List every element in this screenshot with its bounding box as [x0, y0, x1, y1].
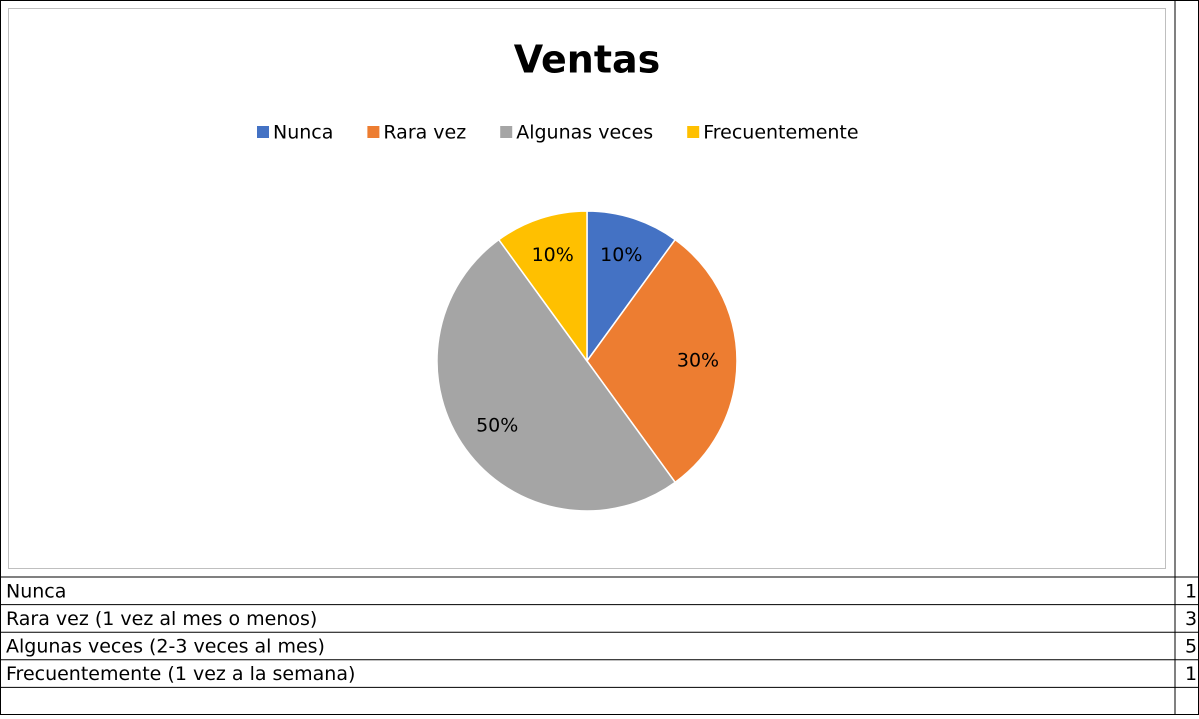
legend-label: Nunca — [273, 122, 333, 144]
row-value: 3 — [1185, 608, 1197, 630]
row-value: 1 — [1185, 580, 1197, 602]
row-label: Nunca — [6, 580, 66, 602]
data-label: 50% — [476, 415, 518, 437]
pie-slice — [436, 238, 677, 512]
row-label: Frecuentemente (1 vez a la semana) — [6, 663, 355, 685]
chart-title: Ventas — [514, 38, 661, 82]
pie-slice — [497, 210, 588, 364]
legend-swatch — [687, 126, 700, 138]
data-label: 10% — [600, 244, 642, 266]
data-label: 10% — [532, 244, 574, 266]
legend-swatch — [500, 126, 513, 138]
row-value: 5 — [1185, 636, 1197, 658]
pie-slice — [586, 238, 738, 484]
pie-slice — [586, 210, 677, 364]
row-value: 1 — [1185, 663, 1197, 685]
legend-label: Rara vez — [383, 122, 466, 144]
row-label: Rara vez (1 vez al mes o menos) — [6, 608, 317, 630]
data-label: 30% — [677, 350, 719, 372]
legend-label: Frecuentemente — [703, 122, 858, 144]
legend-swatch — [367, 126, 380, 138]
legend-swatch — [257, 126, 269, 138]
legend-label: Algunas veces — [516, 122, 653, 144]
row-label: Algunas veces (2-3 veces al mes) — [6, 636, 325, 658]
